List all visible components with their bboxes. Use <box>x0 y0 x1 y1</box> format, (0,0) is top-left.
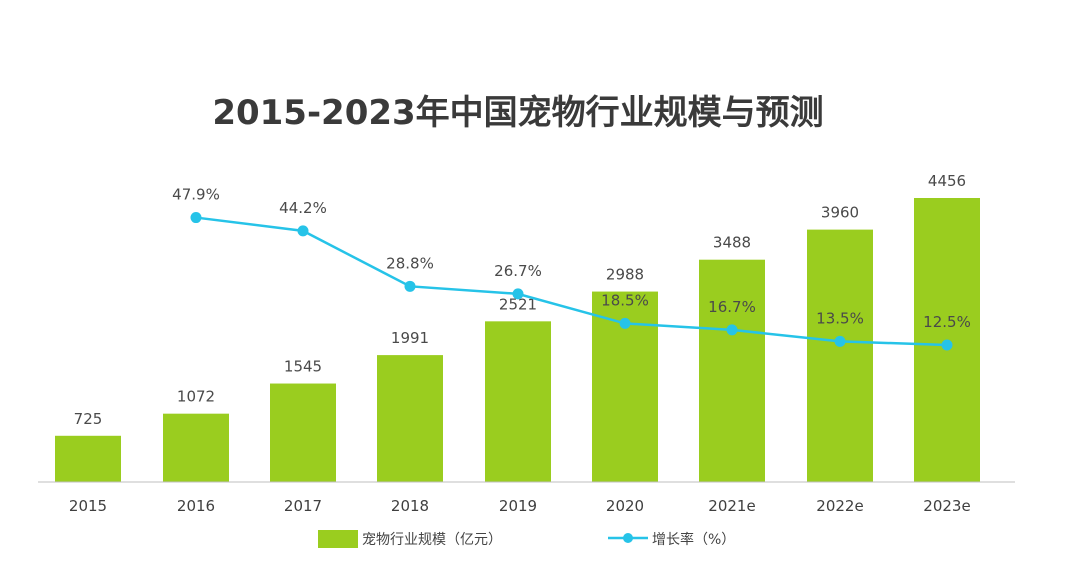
bar-value-label-2019: 2521 <box>499 295 537 313</box>
legend-line-label: 增长率（%） <box>652 531 735 548</box>
bar-2017 <box>270 383 336 482</box>
x-tick-2023e: 2023e <box>923 497 970 515</box>
x-tick-2022e: 2022e <box>816 497 863 515</box>
x-tick-2017: 2017 <box>284 497 322 515</box>
chart-title: 2015-2023年中国宠物行业规模与预测 <box>212 93 823 133</box>
bar-2015 <box>55 435 121 482</box>
bar-2019 <box>485 321 551 482</box>
rate-label-2021e: 16.7% <box>708 298 756 316</box>
x-tick-2018: 2018 <box>391 497 429 515</box>
x-tick-2020: 2020 <box>606 497 644 515</box>
x-tick-2016: 2016 <box>177 497 215 515</box>
rate-point-2017 <box>297 225 309 237</box>
legend: 宠物行业规模（亿元） 增长率（%） <box>318 530 735 548</box>
rate-label-2017: 44.2% <box>279 199 327 217</box>
bar-2018 <box>377 355 443 482</box>
rate-label-2022e: 13.5% <box>816 309 864 327</box>
rate-label-2016: 47.9% <box>172 186 220 204</box>
bar-value-label-2016: 1072 <box>177 388 215 406</box>
x-tick-2021e: 2021e <box>708 497 755 515</box>
rate-point-2019 <box>512 288 524 300</box>
rate-label-2023e: 12.5% <box>923 313 971 331</box>
bar-value-label-2023e: 4456 <box>928 172 966 190</box>
rate-point-2020 <box>619 317 631 329</box>
growth-rate-line <box>195 216 948 347</box>
bar-2016 <box>163 413 229 482</box>
rate-point-2023e <box>941 339 953 351</box>
bar-2021e <box>699 259 765 482</box>
bar-value-label-2018: 1991 <box>391 329 429 347</box>
ticks-layer: 2015 2016 2017 2018 2019 2020 2021e 2022e 2023e <box>69 497 971 515</box>
bar-value-label-2015: 725 <box>74 410 103 428</box>
rate-label-2020: 18.5% <box>601 291 649 309</box>
bar-value-label-2017: 1545 <box>284 358 322 376</box>
legend-bar-swatch <box>318 530 358 548</box>
bar-2022e <box>807 229 873 482</box>
legend-line-marker <box>623 533 633 543</box>
rate-point-2016 <box>190 212 202 224</box>
bar-value-label-2020: 2988 <box>606 266 644 284</box>
line-layer: 47.9% 44.2% 28.8% 26.7% 18.5% 16.7% 13.5% 12.5% <box>172 186 971 351</box>
x-tick-2015: 2015 <box>69 497 107 515</box>
x-tick-2019: 2019 <box>499 497 537 515</box>
bar-value-label-2022e: 3960 <box>821 204 859 222</box>
rate-point-2021e <box>726 324 738 336</box>
rate-point-2022e <box>834 335 846 347</box>
rate-label-2019: 26.7% <box>494 262 542 280</box>
rate-point-2018 <box>404 280 416 292</box>
bar-value-label-2021e: 3488 <box>713 234 751 252</box>
legend-bar-label: 宠物行业规模（亿元） <box>362 532 502 548</box>
rate-label-2018: 28.8% <box>386 254 434 272</box>
